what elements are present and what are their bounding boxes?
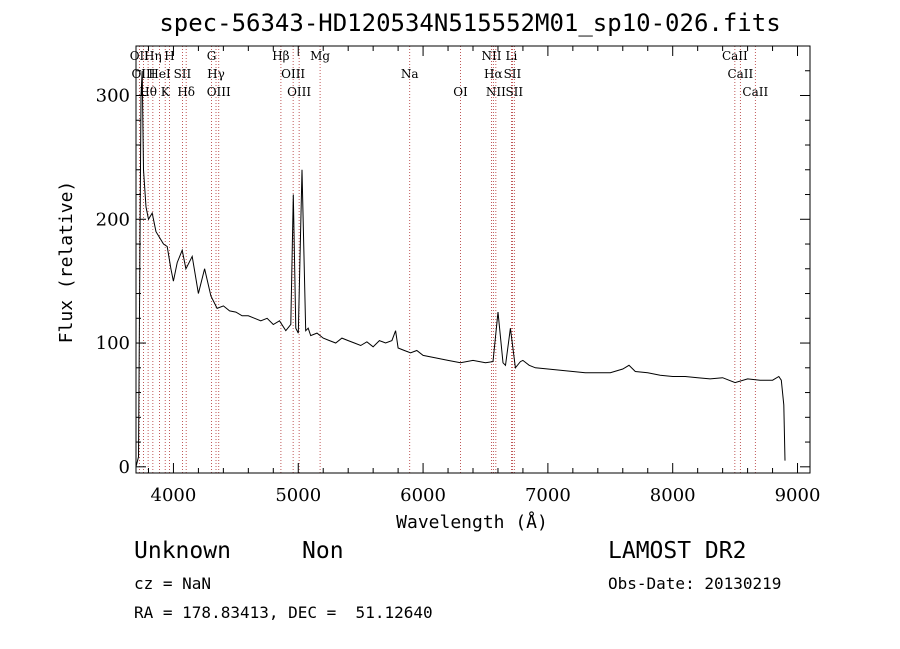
- redshift-cz: cz = NaN: [134, 574, 212, 593]
- spectral-line-labels: OIIOIIIHθHηHeIKHSIIHδGHγOIIIHβOIIIOIIIMg…: [130, 49, 769, 99]
- line-label: SII: [174, 67, 192, 81]
- x-tick-label: 4000: [151, 485, 197, 506]
- line-label: Hδ: [177, 85, 195, 99]
- line-label: OIII: [281, 67, 305, 81]
- line-label: Li: [506, 49, 518, 63]
- line-label: CaII: [742, 85, 768, 99]
- line-label: H: [164, 49, 174, 63]
- line-label: OII: [130, 49, 150, 63]
- line-label: CaII: [727, 67, 753, 81]
- object-subclass: Non: [302, 538, 344, 564]
- y-tick-label: 100: [96, 333, 130, 354]
- plot-frame: [135, 45, 811, 474]
- line-label: Na: [401, 67, 419, 81]
- line-label: K: [161, 85, 171, 99]
- x-tick-label: 6000: [400, 485, 446, 506]
- line-label: Hβ: [272, 49, 289, 63]
- survey-name: LAMOST DR2: [608, 538, 747, 564]
- line-label: Hθ: [139, 85, 157, 99]
- y-tick-label: 0: [119, 457, 130, 478]
- line-label: Hη: [144, 49, 162, 63]
- line-label: G: [207, 49, 217, 63]
- line-label: Mg: [310, 49, 330, 63]
- x-tick-label: 8000: [650, 485, 696, 506]
- x-tick-label: 7000: [525, 485, 571, 506]
- x-tick-label: 9000: [775, 485, 821, 506]
- spectrum-line: [135, 70, 786, 467]
- x-axis-label: Wavelength (Å): [396, 511, 548, 533]
- y-tick-label: 200: [96, 209, 130, 230]
- chart-title: spec-56343-HD120534N515552M01_sp10-026.f…: [159, 9, 780, 37]
- line-label: OIII: [287, 85, 311, 99]
- line-label: OIII: [207, 85, 231, 99]
- line-label: HeI: [148, 67, 171, 81]
- ra-dec: RA = 178.83413, DEC = 51.12640: [134, 603, 433, 622]
- line-label: CaII: [722, 49, 748, 63]
- axis-ticks: 4000 5000 6000 7000 8000 9000 0 100 200 300: [96, 46, 821, 506]
- line-label: SII: [505, 85, 523, 99]
- line-label: NII: [481, 49, 501, 63]
- obs-date: Obs-Date: 20130219: [608, 574, 782, 593]
- spectral-line-markers: [138, 46, 756, 473]
- line-label: OI: [453, 85, 468, 99]
- line-label: Hγ: [207, 67, 225, 81]
- line-label: SII: [504, 67, 522, 81]
- object-class: Unknown: [134, 538, 231, 564]
- y-tick-label: 300: [96, 86, 130, 107]
- y-axis-label: Flux (relative): [56, 181, 77, 344]
- x-tick-label: 5000: [275, 485, 321, 506]
- line-label: Hα: [484, 67, 503, 81]
- line-label: NII: [486, 85, 506, 99]
